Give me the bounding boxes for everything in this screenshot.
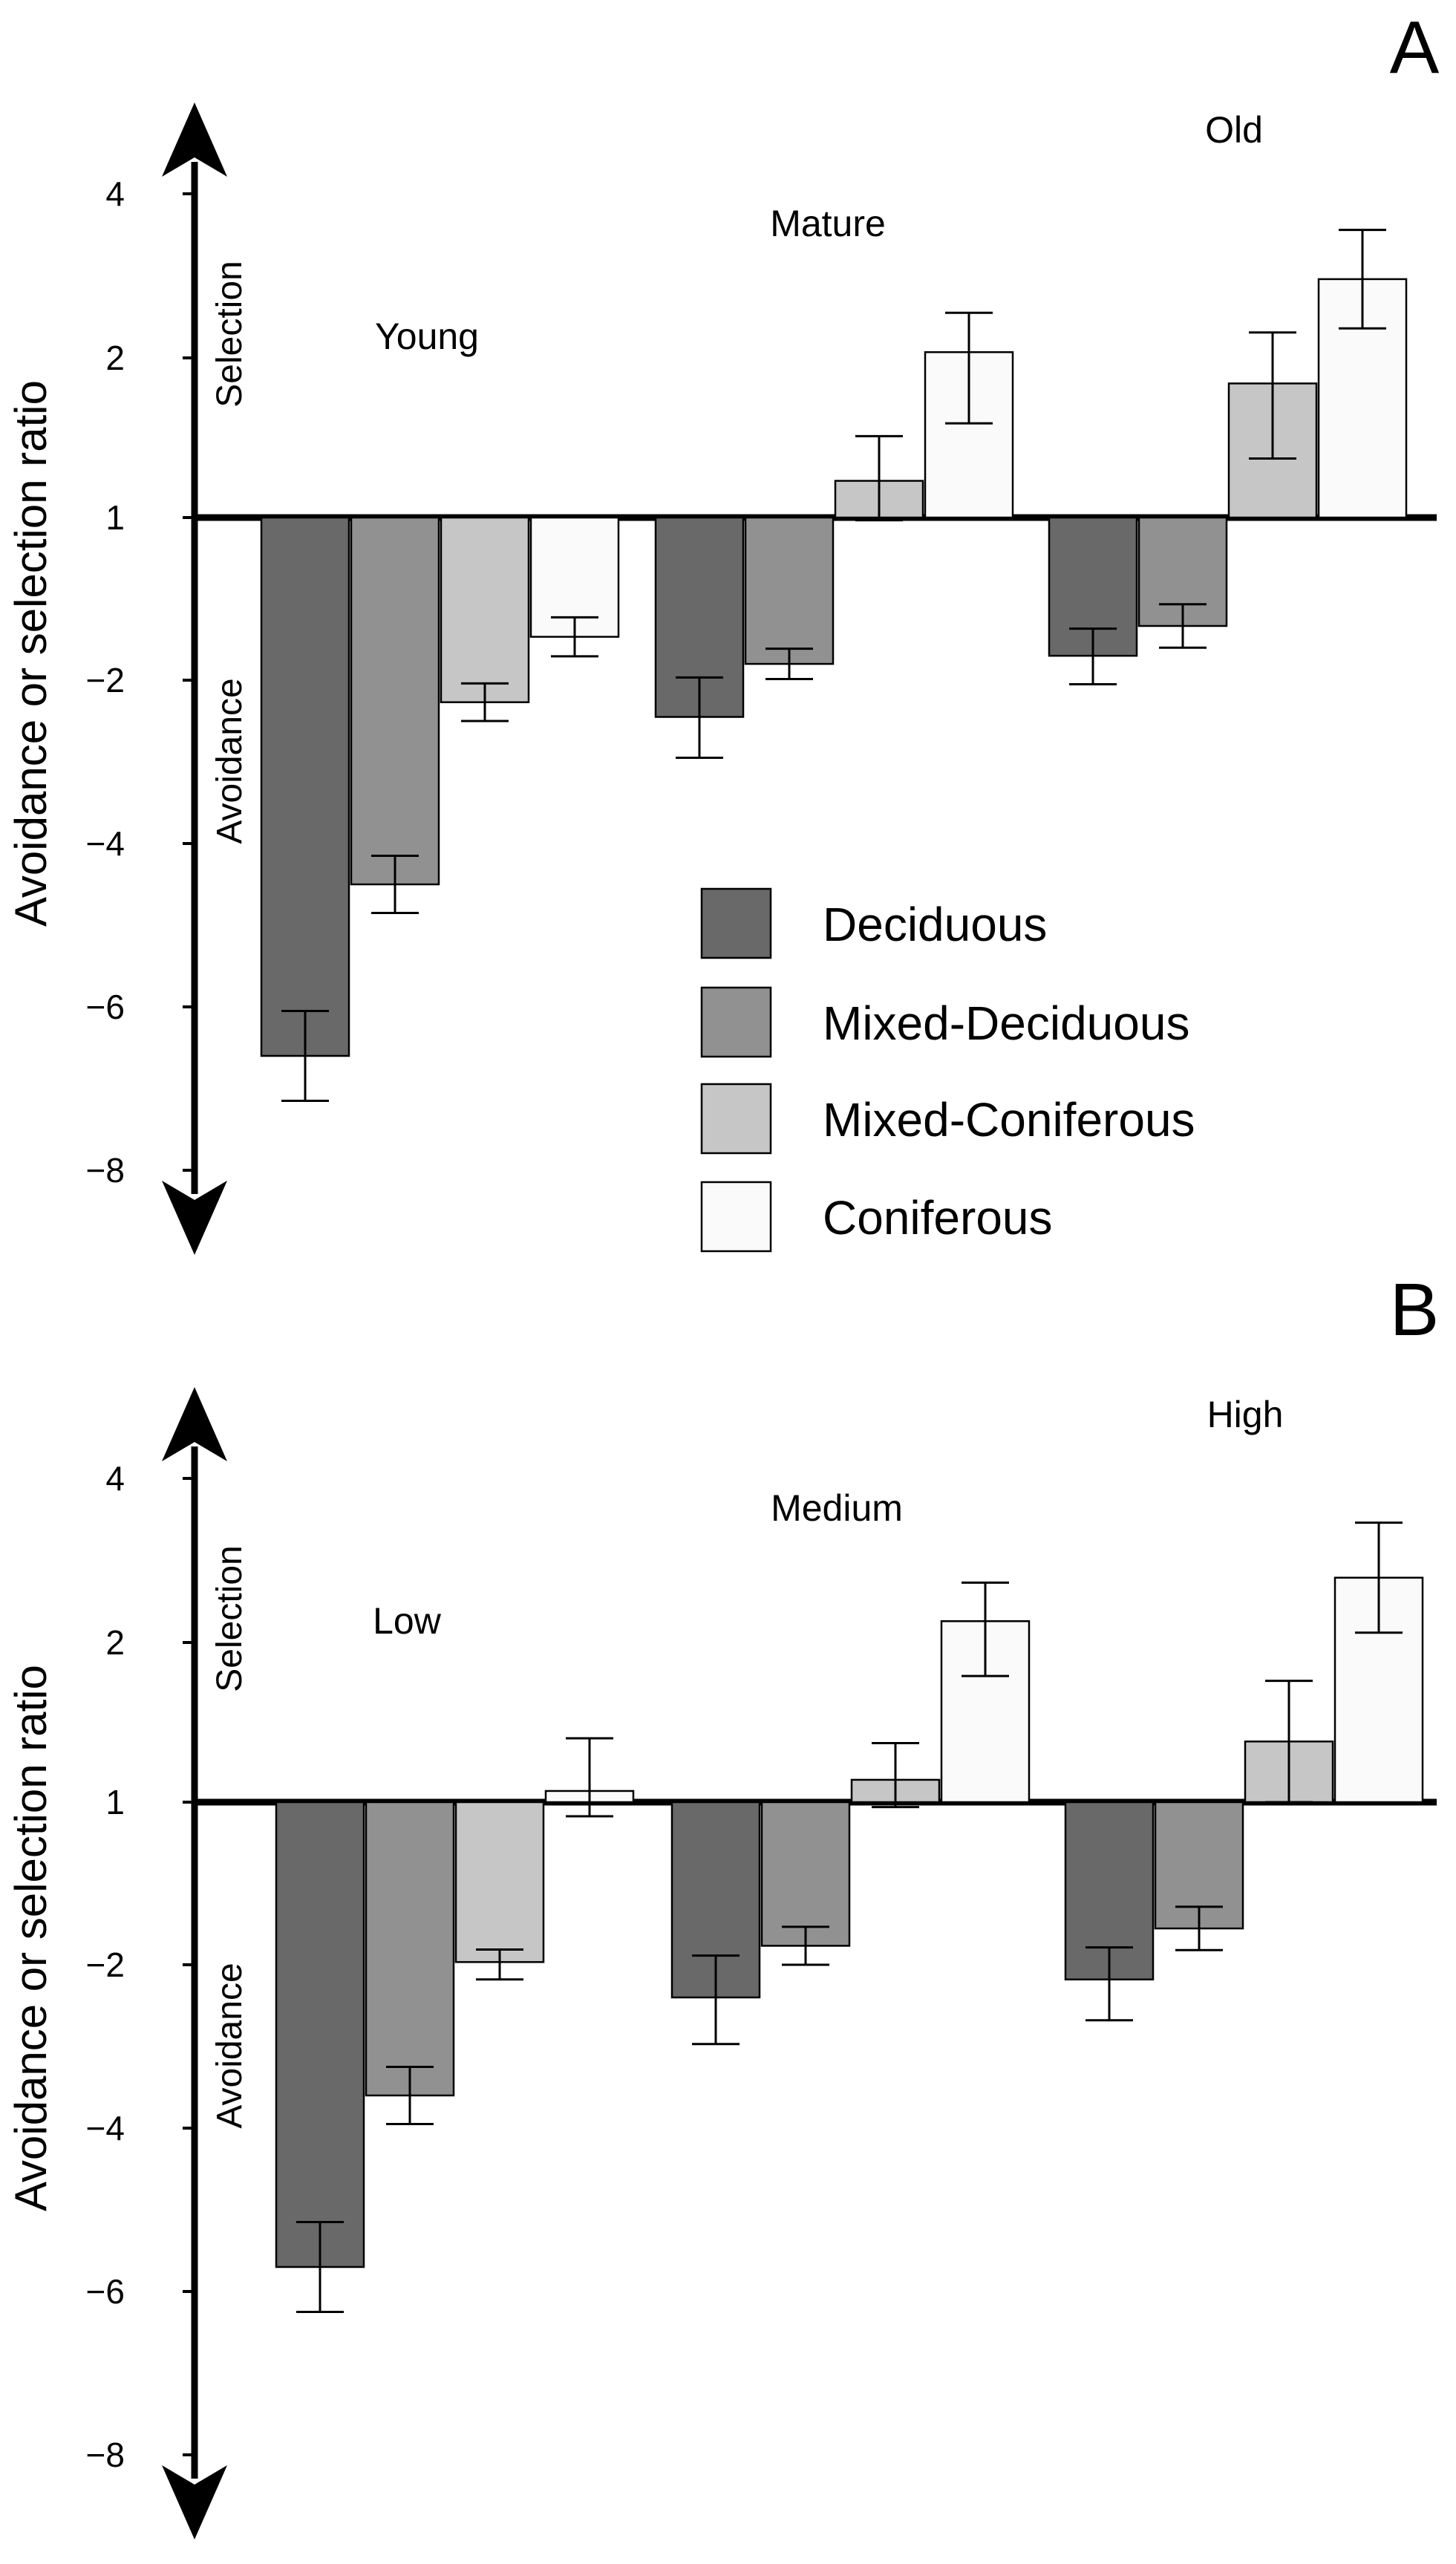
bar	[350, 516, 440, 886]
y-tick-label: −6	[86, 988, 125, 1026]
panel-label: A	[1390, 6, 1440, 89]
bar	[275, 1801, 365, 2268]
y-axis-title: Avoidance or selection ratio	[6, 1665, 56, 2211]
y-tick-label: 1	[105, 498, 125, 537]
selection-label: Selection	[210, 1545, 249, 1692]
avoidance-label: Avoidance	[210, 1963, 249, 2128]
category-label: Low	[373, 1600, 442, 1642]
y-axis-arrow-down-icon	[162, 2465, 227, 2539]
y-tick-label: 2	[105, 339, 125, 377]
bar	[365, 1801, 455, 2097]
category-label: Mature	[770, 203, 886, 244]
category-label: High	[1207, 1394, 1284, 1435]
panel-label: B	[1390, 1268, 1440, 1351]
legend: Deciduous Mixed-Deciduous Mixed-Coniferous…	[700, 887, 1195, 1253]
bar	[440, 516, 530, 703]
legend-swatch	[700, 1083, 772, 1155]
y-tick-label: −4	[86, 2109, 125, 2147]
legend-swatch	[700, 887, 772, 959]
y-tick-label: −2	[86, 661, 125, 699]
y-tick-label: −4	[86, 824, 125, 863]
y-tick-label: 2	[105, 1623, 125, 1662]
bar	[454, 1801, 545, 1963]
bar	[760, 1801, 851, 1947]
category-label: Medium	[771, 1487, 903, 1529]
y-axis-title: Avoidance or selection ratio	[6, 380, 56, 927]
y-axis-arrow-up-icon	[162, 1387, 227, 1461]
legend-swatch	[700, 1181, 772, 1253]
avoidance-label: Avoidance	[210, 678, 249, 844]
y-tick-label: −2	[86, 1945, 125, 1984]
y-tick-label: −8	[86, 1151, 125, 1190]
panel-a: A 4 2 1 −2 −4 −6 −8 Avoidance or selection ratio…	[6, 6, 1440, 1255]
legend-label: Mixed-Deciduous	[823, 996, 1189, 1050]
legend-label: Mixed-Coniferous	[823, 1093, 1195, 1146]
y-axis-arrow-up-icon	[162, 102, 227, 177]
selection-label: Selection	[210, 261, 249, 407]
panel-b: B 4 2 1 −2 −4 −6 −8 Avoidance or selection ratio…	[6, 1268, 1439, 2539]
bar	[744, 516, 835, 665]
legend-label: Coniferous	[823, 1191, 1053, 1245]
y-tick-label: 1	[105, 1783, 125, 1821]
legend-label: Deciduous	[823, 898, 1047, 951]
y-tick-label: −6	[86, 2272, 125, 2311]
bar	[260, 516, 350, 1057]
y-tick-label: 4	[105, 174, 125, 213]
y-axis-arrow-down-icon	[162, 1181, 227, 1255]
legend-swatch	[700, 986, 772, 1058]
category-label: Old	[1205, 109, 1263, 151]
category-label: Young	[375, 316, 479, 357]
y-tick-label: 4	[105, 1459, 125, 1498]
y-tick-label: −8	[86, 2436, 125, 2474]
